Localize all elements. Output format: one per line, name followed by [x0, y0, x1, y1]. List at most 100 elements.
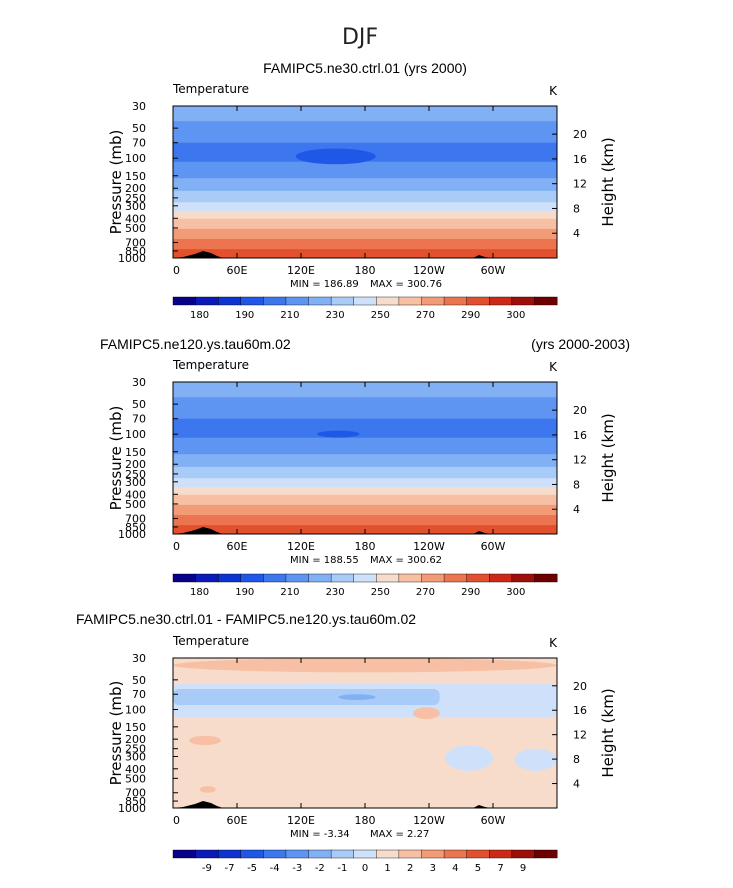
contour-band: [173, 231, 557, 234]
contour-band: [173, 517, 557, 520]
contour-band: [173, 494, 557, 497]
contour-band: [173, 242, 557, 245]
contour-band: [173, 130, 557, 132]
contour-band: [173, 433, 557, 436]
contour-band: [173, 440, 557, 443]
contour-band: [173, 407, 557, 410]
contour-band: [173, 469, 557, 472]
contour-band: [173, 179, 557, 182]
contour-feature-blob: [317, 430, 360, 438]
contour-band: [173, 144, 557, 146]
y-tick-label: 500: [125, 222, 146, 235]
y-tick-label: 300: [125, 476, 146, 489]
contour-band: [173, 493, 557, 496]
panel-title: FAMIPC5.ne120.ys.tau60m.02: [100, 336, 291, 352]
colorbar-swatch: [534, 849, 558, 859]
y-tick-label: 100: [125, 704, 146, 717]
x-tick-label: 0: [173, 814, 180, 827]
y-tick-label: 700: [125, 513, 146, 526]
y2-tick-label: 8: [573, 478, 580, 491]
colorbar-swatch: [330, 849, 355, 859]
colorbar-label: 9: [520, 863, 526, 874]
contour-band: [173, 394, 557, 397]
contour-band: [173, 459, 557, 462]
contour-band: [173, 439, 557, 441]
colorbar-swatch: [217, 296, 242, 306]
contour-band: [173, 466, 557, 469]
colorbar-swatch: [263, 296, 287, 306]
contour-band: [173, 432, 557, 435]
y-tick-label: 700: [125, 787, 146, 800]
y-tick-label: 70: [132, 413, 146, 426]
contour-band: [173, 188, 557, 191]
contour-band: [173, 141, 557, 144]
panel-highres-temperature: Temperature K3050701001502002503004005007…: [100, 336, 630, 598]
contour-band: [173, 173, 557, 175]
y-tick-label: 100: [125, 428, 146, 441]
contour-band: [173, 193, 557, 196]
contour-band: [173, 235, 557, 238]
contour-band: [173, 408, 557, 411]
contour-band: [173, 398, 557, 401]
contour-band: [173, 147, 557, 150]
y-tick-label: 1000: [118, 252, 146, 265]
contour-band: [173, 218, 557, 221]
contour-band: [173, 485, 557, 488]
topography-mask: [473, 255, 491, 258]
y-tick-label: 30: [132, 376, 146, 389]
contour-band: [173, 170, 557, 173]
variable-label: Temperature: [172, 82, 249, 96]
colorbar-label: 270: [416, 587, 435, 598]
y-tick-label: 200: [125, 733, 146, 746]
contour-band: [173, 484, 557, 487]
contour-feature-blob: [189, 735, 221, 746]
colorbar-swatch: [534, 573, 558, 583]
contour-band: [173, 404, 557, 407]
contour-band: [173, 411, 557, 413]
y-tick-label: 70: [132, 137, 146, 150]
contour-band: [173, 458, 557, 460]
contour-band: [173, 471, 557, 474]
contour-band: [173, 204, 557, 207]
colorbar-swatch: [172, 849, 197, 859]
contour-band: [173, 470, 557, 473]
y-tick-label: 850: [125, 521, 146, 534]
contour-band: [173, 183, 557, 186]
contour-band: [173, 251, 557, 254]
contour-band: [173, 483, 557, 486]
contour-band: [173, 516, 557, 519]
colorbar-label: -7: [224, 863, 234, 874]
contour-band: [173, 223, 557, 226]
contour-band: [173, 487, 557, 489]
x-tick-label: 120W: [413, 540, 445, 553]
x-tick-label: 60E: [227, 814, 248, 827]
contour-band: [173, 122, 557, 125]
colorbar-label: 210: [280, 587, 299, 598]
colorbar-swatch: [285, 573, 310, 583]
y-tick-label: 150: [125, 721, 146, 734]
y-tick-label: 850: [125, 795, 146, 808]
contour-band: [173, 227, 557, 230]
min-label: MIN = 188.55: [290, 555, 359, 566]
contour-band: [173, 233, 557, 236]
contour-band: [173, 512, 557, 515]
colorbar-swatch: [308, 849, 332, 859]
colorbar-swatch: [489, 573, 513, 583]
colorbar-label: 7: [497, 863, 503, 874]
contour-band: [173, 133, 557, 136]
contour-band: [173, 208, 557, 211]
x-tick-label: 120W: [413, 814, 445, 827]
y2-tick-label: 16: [573, 429, 587, 442]
x-tick-label: 180: [355, 540, 376, 553]
variable-label: Temperature: [172, 358, 249, 372]
contour-band: [173, 392, 557, 394]
contour-band: [173, 197, 557, 200]
contour-band: [173, 465, 557, 468]
contour-band: [173, 474, 557, 477]
contour-band: [173, 239, 557, 241]
min-label: MIN = -3.34: [290, 829, 350, 840]
x-tick-label: 120W: [413, 264, 445, 277]
contour-band: [173, 136, 557, 139]
panel-control-temperature: Temperature K3050701001502002503004005007…: [107, 60, 617, 321]
